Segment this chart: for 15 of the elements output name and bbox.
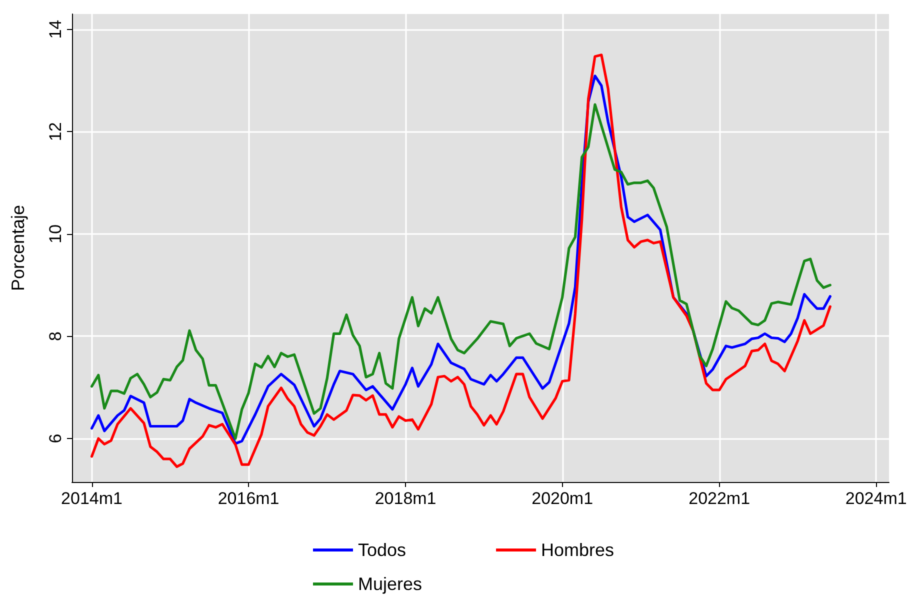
y-tick-label: 12: [46, 122, 65, 142]
x-tick-label: 2022m1: [688, 489, 750, 508]
legend-label: Mujeres: [358, 574, 422, 594]
y-tick-label: 8: [46, 331, 65, 341]
x-tick-label: 2016m1: [218, 489, 280, 508]
y-tick-label: 14: [46, 20, 65, 39]
legend-label: Hombres: [541, 540, 614, 560]
x-tick-label: 2014m1: [61, 489, 122, 508]
x-tick-label: 2020m1: [532, 489, 594, 508]
y-tick-label: 6: [46, 434, 65, 444]
x-tick-label: 2024m1: [845, 489, 907, 508]
legend-label: Todos: [358, 540, 406, 560]
y-tick-label: 10: [46, 224, 65, 244]
x-tick-label: 2018m1: [374, 489, 436, 508]
y-axis-title: Porcentaje: [8, 204, 28, 292]
